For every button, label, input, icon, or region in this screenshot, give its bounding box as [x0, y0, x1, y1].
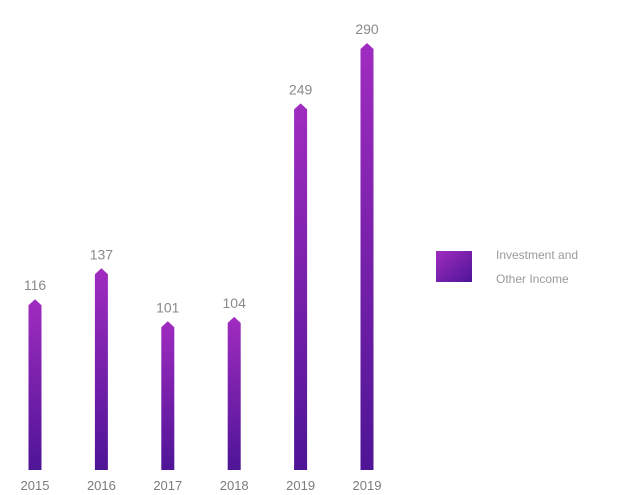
bar-2018-3 — [227, 316, 241, 470]
value-label-4: 249 — [289, 81, 313, 97]
bar-2019-5 — [360, 43, 374, 470]
legend-label-line-1: Investment and — [496, 248, 578, 262]
bar-2017-2 — [161, 321, 175, 470]
x-tick-label-5: 2019 — [353, 478, 382, 493]
value-labels-layer: 116 137 101 104 249 290 — [24, 21, 379, 315]
bar-2015-0 — [28, 299, 42, 470]
bar-2016-1 — [94, 268, 108, 470]
bars-layer — [28, 43, 374, 471]
bar-2019-4 — [294, 103, 308, 471]
legend: Investment and Other Income — [436, 248, 578, 286]
x-tick-label-2: 2017 — [153, 478, 182, 493]
x-tick-label-4: 2019 — [286, 478, 315, 493]
value-label-2: 101 — [156, 299, 180, 315]
value-label-5: 290 — [355, 21, 379, 37]
legend-label-line-2: Other Income — [496, 272, 569, 286]
x-tick-label-0: 2015 — [21, 478, 50, 493]
x-tick-label-1: 2016 — [87, 478, 116, 493]
legend-swatch — [436, 251, 472, 282]
value-label-0: 116 — [24, 277, 47, 293]
x-tick-label-3: 2018 — [220, 478, 249, 493]
value-label-3: 104 — [223, 295, 247, 311]
x-axis-ticks: 2015 2016 2017 2018 2019 2019 — [21, 478, 382, 493]
value-label-1: 137 — [90, 246, 114, 262]
